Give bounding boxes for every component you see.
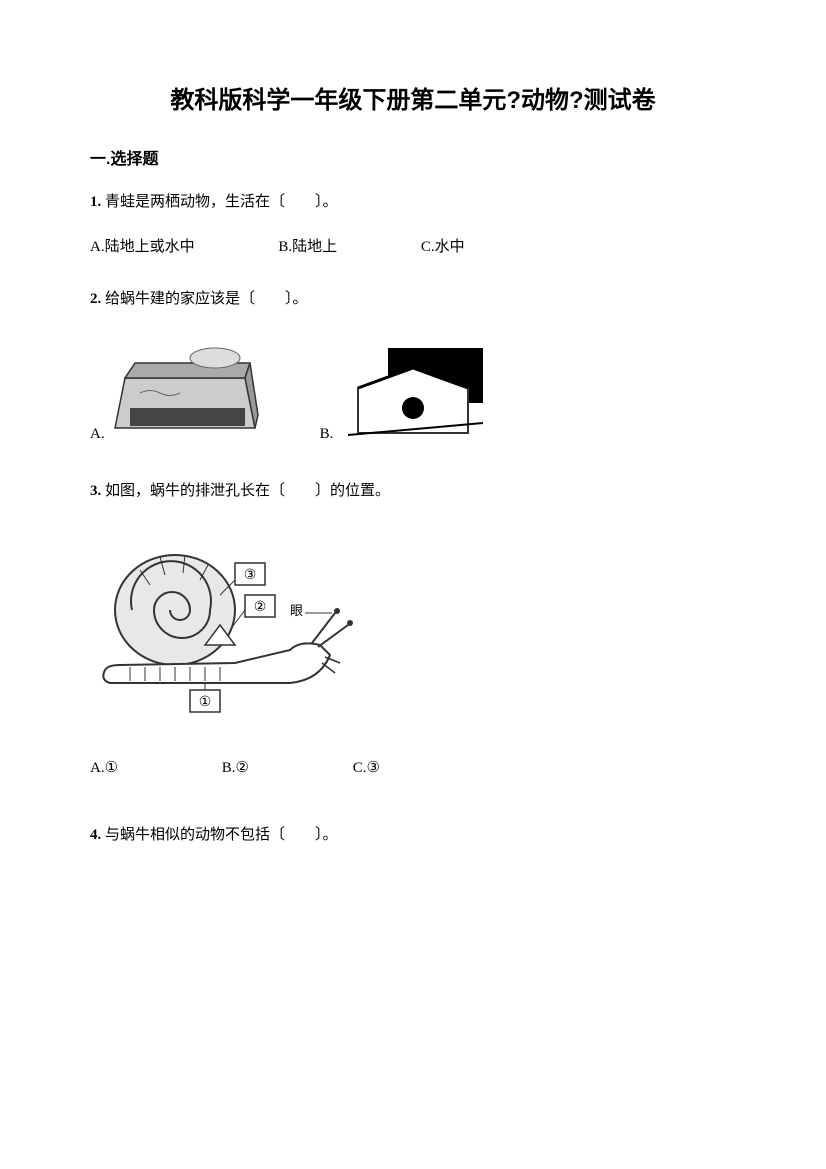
- q2-text: 给蜗牛建的家应该是〔 〕。: [105, 291, 308, 307]
- q1-option-c: C.水中: [421, 234, 465, 261]
- q4-text: 与蜗牛相似的动物不包括〔 〕。: [105, 827, 338, 843]
- label-1-text: ①: [199, 695, 212, 710]
- q2-image-options: A. B.: [90, 343, 736, 443]
- q1-num: 1.: [90, 194, 101, 210]
- label-3-text: ③: [244, 568, 257, 583]
- eye-label-text: 眼: [290, 603, 303, 618]
- q3-option-b: B.②: [222, 755, 249, 782]
- q3-option-c: C.③: [353, 755, 380, 782]
- question-4: 4. 与蜗牛相似的动物不包括〔 〕。: [90, 822, 736, 849]
- q3-option-a: A.①: [90, 755, 118, 782]
- q2-option-b-label: B.: [320, 426, 334, 443]
- question-3: 3. 如图，蜗牛的排泄孔长在〔 〕的位置。: [90, 478, 736, 505]
- q1-option-a: A.陆地上或水中: [90, 234, 195, 261]
- q3-text: 如图，蜗牛的排泄孔长在〔 〕的位置。: [105, 483, 390, 499]
- q3-num: 3.: [90, 483, 101, 499]
- terrarium-icon: [110, 343, 260, 443]
- section-header-choice: 一.选择题: [90, 145, 736, 169]
- q2-option-a-label: A.: [90, 426, 105, 443]
- snail-diagram-icon: ③ ② 眼 ①: [90, 535, 370, 715]
- q1-options: A.陆地上或水中 B.陆地上 C.水中: [90, 234, 736, 261]
- question-2: 2. 给蜗牛建的家应该是〔 〕。: [90, 286, 736, 313]
- question-1: 1. 青蛙是两栖动物，生活在〔 〕。: [90, 189, 736, 216]
- q1-option-b: B.陆地上: [278, 234, 337, 261]
- label-2-text: ②: [254, 600, 267, 615]
- q1-text: 青蛙是两栖动物，生活在〔 〕。: [105, 194, 338, 210]
- page-title: 教科版科学一年级下册第二单元?动物?测试卷: [90, 80, 736, 115]
- q2-option-a-container: A.: [90, 343, 260, 443]
- q2-option-b-container: B.: [320, 343, 489, 443]
- snail-diagram-container: ③ ② 眼 ①: [90, 535, 736, 720]
- birdhouse-icon: [338, 343, 488, 443]
- q3-options: A.① B.② C.③: [90, 755, 736, 782]
- q4-num: 4.: [90, 827, 101, 843]
- q2-num: 2.: [90, 291, 101, 307]
